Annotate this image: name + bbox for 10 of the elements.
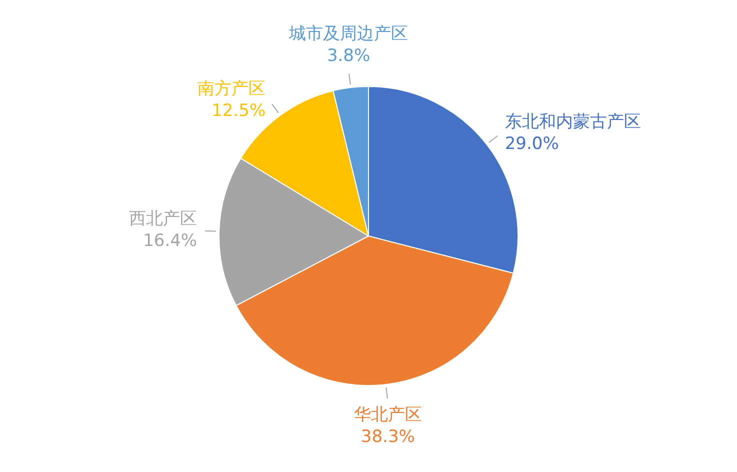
data-label: 16.4% bbox=[143, 231, 198, 252]
slice-label: 城市及周边产区 bbox=[288, 24, 408, 44]
data-label: 3.8% bbox=[326, 46, 370, 66]
slice-label: 华北产区 bbox=[354, 404, 422, 425]
data-label: 12.5% bbox=[212, 101, 266, 122]
slice-label: 西北产区 bbox=[129, 209, 198, 230]
slice-label: 南方产区 bbox=[198, 79, 266, 100]
data-label: 38.3% bbox=[360, 426, 415, 447]
data-label: 29.0% bbox=[504, 134, 559, 154]
slice-label: 东北和内蒙古产区 bbox=[504, 112, 641, 132]
